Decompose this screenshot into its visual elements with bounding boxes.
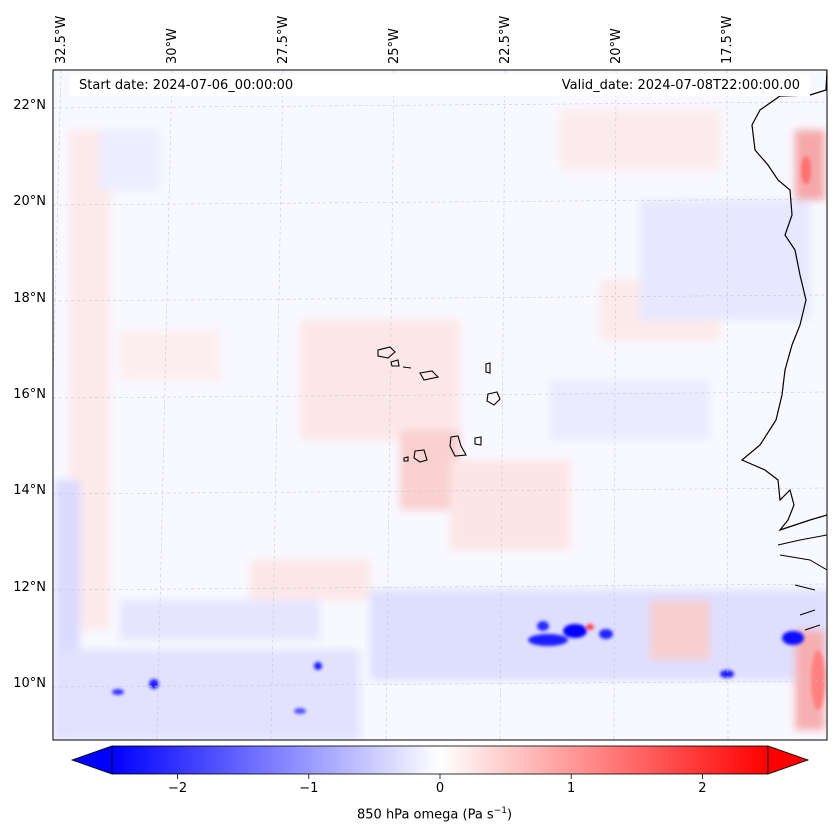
colorbar-title-exponent: −1 <box>493 806 507 816</box>
colorbar-bar <box>111 745 769 775</box>
map-frame <box>52 69 828 741</box>
graticule <box>53 70 827 740</box>
coastline <box>740 70 827 532</box>
lon-label: 17.5°W <box>720 15 735 64</box>
lat-label: 10°N <box>13 676 46 691</box>
lat-label: 14°N <box>13 483 46 498</box>
colorbar <box>70 745 810 779</box>
colorbar-title-text: 850 hPa omega (Pa s <box>357 807 494 823</box>
colorbar-tick-label: 2 <box>698 781 707 796</box>
colorbar-title: 850 hPa omega (Pa s−1) <box>357 806 512 822</box>
lat-label: 16°N <box>13 387 46 402</box>
header-box <box>70 74 810 96</box>
lon-label: 32.5°W <box>54 15 69 64</box>
lat-label: 12°N <box>13 580 46 595</box>
colorbar-extend-min <box>70 745 113 775</box>
omega-field <box>53 70 827 740</box>
lon-label: 27.5°W <box>276 15 291 64</box>
colorbar-tick-label: 1 <box>567 781 576 796</box>
colorbar-title-close: ) <box>506 807 513 823</box>
coastline-south <box>777 534 827 631</box>
lon-label: 20°W <box>609 28 624 64</box>
start-date-label: Start date: 2024-07-06_00:00:00 <box>79 78 294 93</box>
lon-label: 22.5°W <box>498 15 513 64</box>
lon-label: 30°W <box>165 28 180 64</box>
lat-label: 18°N <box>13 291 46 306</box>
colorbar-tick-label: −2 <box>168 781 188 796</box>
valid-date-label: Valid_date: 2024-07-08T22:00:00.00 <box>561 78 800 93</box>
colorbar-tick-label: 0 <box>435 781 445 796</box>
lat-label: 20°N <box>13 194 46 209</box>
lon-label: 25°W <box>387 28 402 64</box>
lat-label: 22°N <box>13 98 46 113</box>
colorbar-tick-label: −1 <box>299 781 319 796</box>
colorbar-extend-max <box>767 745 810 775</box>
cabo-verde-islands <box>377 346 501 463</box>
